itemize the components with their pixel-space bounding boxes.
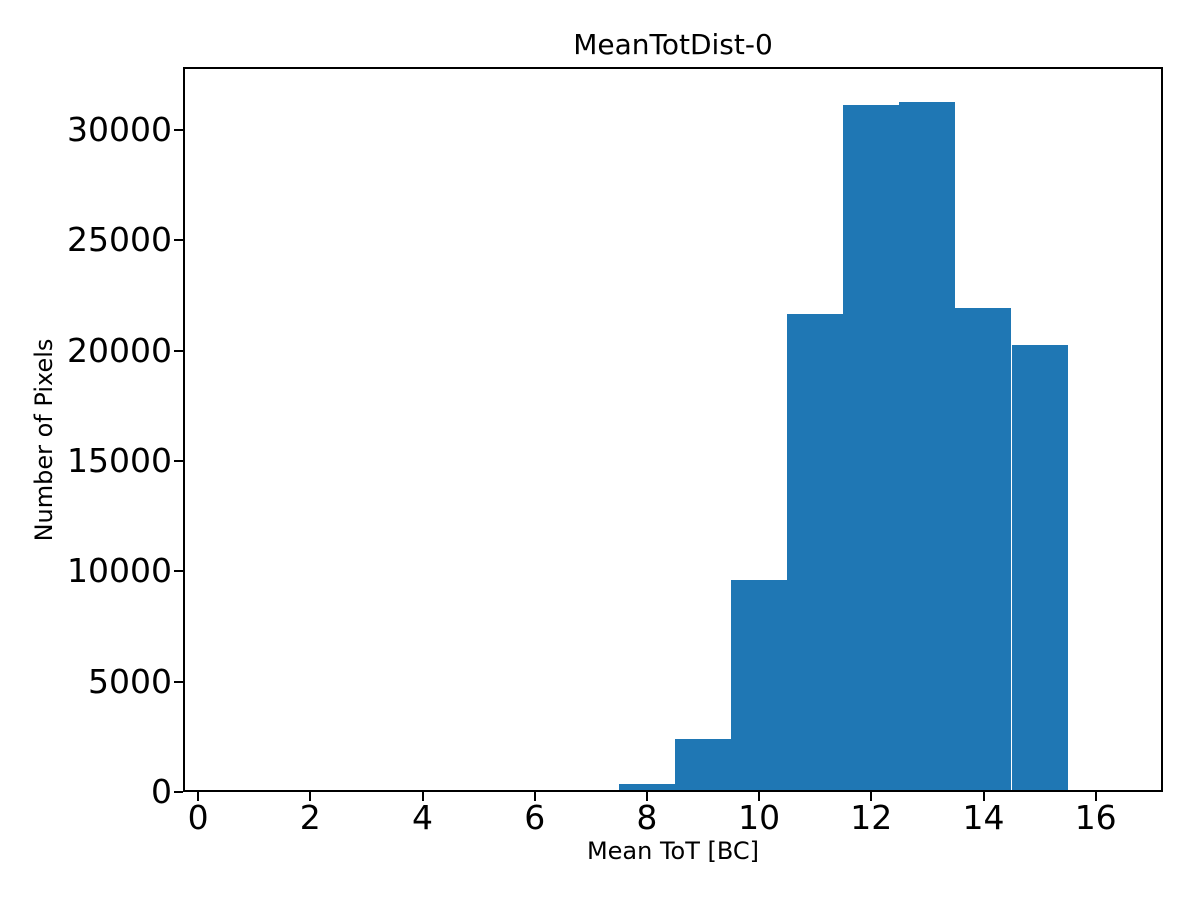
y-tick-label: 0 [151, 772, 172, 811]
x-tick-mark [421, 792, 424, 801]
y-tick-mark [174, 680, 183, 683]
x-tick-mark [645, 792, 648, 801]
x-tick-label: 6 [524, 798, 546, 837]
plot-area [183, 67, 1163, 792]
x-tick-label: 4 [412, 798, 433, 837]
y-tick-label: 25000 [67, 220, 172, 260]
x-tick-mark [982, 792, 985, 801]
histogram-bar [618, 784, 675, 792]
x-tick-label: 8 [636, 798, 658, 837]
y-tick-mark [174, 459, 183, 462]
y-tick-mark [174, 128, 183, 131]
x-tick-mark [309, 792, 312, 801]
histogram-bar [562, 790, 619, 792]
x-tick-label: 12 [850, 798, 893, 837]
histogram-bar [843, 105, 900, 792]
y-tick-mark [174, 570, 183, 573]
y-tick-label: 30000 [67, 109, 172, 149]
x-tick-mark [197, 792, 200, 801]
x-tick-label: 16 [1074, 798, 1117, 837]
histogram-bar [675, 739, 732, 792]
y-axis-label: Number of Pixels [30, 338, 58, 542]
x-tick-mark [1094, 792, 1097, 801]
y-tick-mark [174, 239, 183, 242]
y-tick-label: 15000 [67, 440, 172, 480]
histogram-bar [1011, 345, 1068, 792]
y-tick-label: 5000 [88, 661, 172, 701]
histogram-bar [787, 314, 844, 792]
x-tick-label: 14 [962, 798, 1005, 837]
histogram-bar [731, 580, 788, 792]
histogram-bar [955, 307, 1012, 792]
x-tick-mark [870, 792, 873, 801]
y-tick-label: 20000 [67, 330, 172, 370]
y-tick-label: 10000 [67, 551, 172, 591]
x-tick-mark [758, 792, 761, 801]
y-tick-mark [174, 349, 183, 352]
y-tick-mark [174, 791, 183, 793]
x-axis-label: Mean ToT [BC] [586, 837, 760, 865]
x-tick-label: 0 [187, 798, 209, 837]
x-tick-label: 2 [299, 798, 321, 837]
x-tick-mark [533, 792, 536, 801]
histogram-bar [899, 101, 956, 792]
x-tick-label: 10 [738, 798, 781, 837]
chart-title: MeanTotDist-0 [573, 28, 773, 61]
